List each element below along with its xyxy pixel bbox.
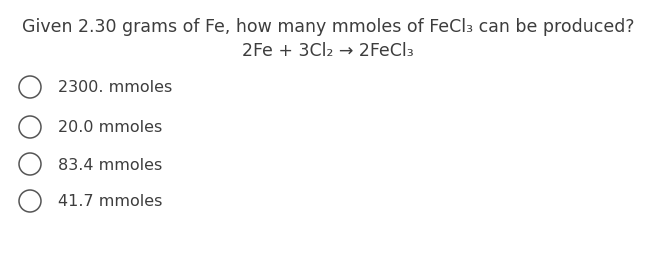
- Text: Given 2.30 grams of Fe, how many mmoles of FeCl₃ can be produced?: Given 2.30 grams of Fe, how many mmoles …: [22, 18, 634, 36]
- Text: 41.7 mmoles: 41.7 mmoles: [58, 194, 163, 209]
- Text: 20.0 mmoles: 20.0 mmoles: [58, 120, 162, 135]
- Text: 2Fe + 3Cl₂ → 2FeCl₃: 2Fe + 3Cl₂ → 2FeCl₃: [242, 42, 414, 60]
- Text: 2300. mmoles: 2300. mmoles: [58, 80, 173, 95]
- Text: 83.4 mmoles: 83.4 mmoles: [58, 157, 162, 172]
